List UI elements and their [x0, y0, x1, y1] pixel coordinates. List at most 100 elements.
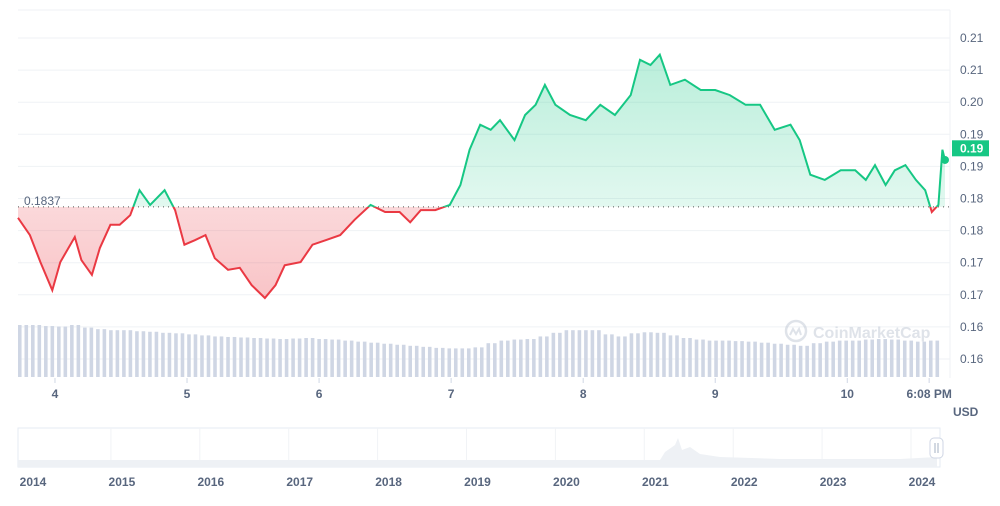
x-tick-label: 4: [52, 387, 59, 401]
volume-bar: [161, 332, 165, 377]
y-tick-label: 0.16: [960, 352, 984, 366]
volume-bar: [245, 337, 250, 377]
volume-bar: [258, 338, 263, 377]
volume-bar: [278, 339, 282, 377]
volume-bar: [219, 336, 224, 377]
navigator[interactable]: [17, 427, 944, 468]
volume-bar: [356, 341, 360, 377]
volume-bar: [128, 330, 133, 377]
volume-bar: [564, 330, 569, 377]
volume-bar: [831, 341, 835, 377]
volume-bar: [824, 341, 829, 377]
y-tick-label: 0.21: [960, 63, 984, 77]
volume-bar: [902, 340, 907, 377]
volume-bar: [506, 340, 510, 377]
navigator-year-label: 2016: [197, 475, 224, 489]
volume-bar: [414, 345, 419, 377]
volume-bar: [519, 339, 523, 377]
volume-bar: [642, 332, 647, 377]
volume-bar: [369, 342, 373, 377]
navigator-year-label: 2018: [375, 475, 402, 489]
volume-bar: [193, 334, 198, 377]
navigator-year-label: 2023: [820, 475, 847, 489]
volume-bar: [558, 332, 562, 377]
volume-bar: [863, 339, 868, 377]
volume-bar: [323, 339, 328, 377]
x-tick-label: 5: [184, 387, 191, 401]
volume-bar: [395, 344, 399, 377]
volume-bar: [421, 346, 426, 377]
volume-bar: [401, 344, 406, 377]
volume-bar: [727, 340, 731, 377]
volume-bar: [720, 340, 725, 377]
volume-bar: [466, 348, 471, 377]
volume-bar: [434, 347, 439, 377]
volume-bar: [180, 333, 185, 377]
watermark-text: CoinMarketCap: [813, 325, 931, 342]
volume-bar: [102, 329, 107, 377]
volume-bar: [154, 331, 159, 377]
volume-bar: [141, 331, 146, 377]
volume-bar: [493, 343, 497, 377]
volume-bar: [447, 348, 452, 377]
volume-bar: [896, 339, 901, 377]
volume-bar: [811, 343, 816, 377]
volume-bar: [44, 326, 48, 377]
x-tick-label: 6: [316, 387, 323, 401]
current-price-badge: 0.19: [952, 140, 989, 157]
volume-bar: [876, 339, 881, 377]
y-tick-label: 0.17: [960, 288, 984, 302]
navigator-year-label: 2022: [731, 475, 758, 489]
volume-bar: [31, 325, 35, 377]
volume-bar: [167, 332, 172, 377]
volume-bar: [57, 326, 61, 377]
volume-bar: [213, 336, 217, 377]
volume-bar: [460, 348, 465, 377]
volume-bar: [714, 340, 718, 377]
navigator-year-label: 2017: [286, 475, 313, 489]
y-tick-label: 0.19: [960, 127, 984, 141]
volume-bar: [779, 343, 783, 377]
baseline-label: 0.1837: [24, 194, 61, 208]
price-area: [18, 54, 945, 298]
volume-bar: [70, 325, 74, 377]
volume-bars: [18, 325, 940, 377]
volume-bar: [928, 340, 933, 377]
volume-bar: [909, 340, 914, 377]
x-tick-label: 8: [580, 387, 587, 401]
navigator-handle[interactable]: [929, 437, 944, 459]
volume-bar: [427, 346, 432, 377]
x-tick-label: 6:08 PM: [906, 387, 951, 401]
volume-bar: [440, 347, 445, 377]
y-tick-label: 0.18: [960, 224, 984, 238]
volume-bar: [753, 341, 757, 377]
volume-bar: [850, 340, 855, 377]
volume-bar: [473, 347, 478, 377]
volume-bar: [733, 341, 738, 377]
volume-bar: [681, 338, 686, 377]
volume-bar: [50, 326, 55, 377]
volume-bar: [226, 336, 230, 377]
volume-bar: [584, 330, 588, 377]
volume-bar: [662, 332, 666, 377]
volume-bar: [688, 338, 692, 377]
navigator-year-label: 2019: [464, 475, 491, 489]
volume-bar: [857, 340, 861, 377]
volume-bar: [252, 338, 256, 377]
volume-bar: [115, 330, 120, 377]
volume-bar: [577, 330, 582, 377]
volume-bar: [135, 331, 139, 377]
navigator-history-area: [18, 438, 937, 467]
volume-bar: [512, 339, 517, 377]
volume-bar: [297, 338, 302, 377]
volume-bar: [766, 342, 770, 377]
volume-bar: [701, 339, 705, 377]
volume-bar: [915, 341, 920, 377]
volume-bar: [837, 340, 842, 377]
volume-bar: [362, 341, 367, 377]
volume-bar: [284, 339, 289, 377]
volume-bar: [668, 335, 673, 377]
volume-bar: [480, 347, 484, 377]
volume-bar: [148, 331, 152, 377]
